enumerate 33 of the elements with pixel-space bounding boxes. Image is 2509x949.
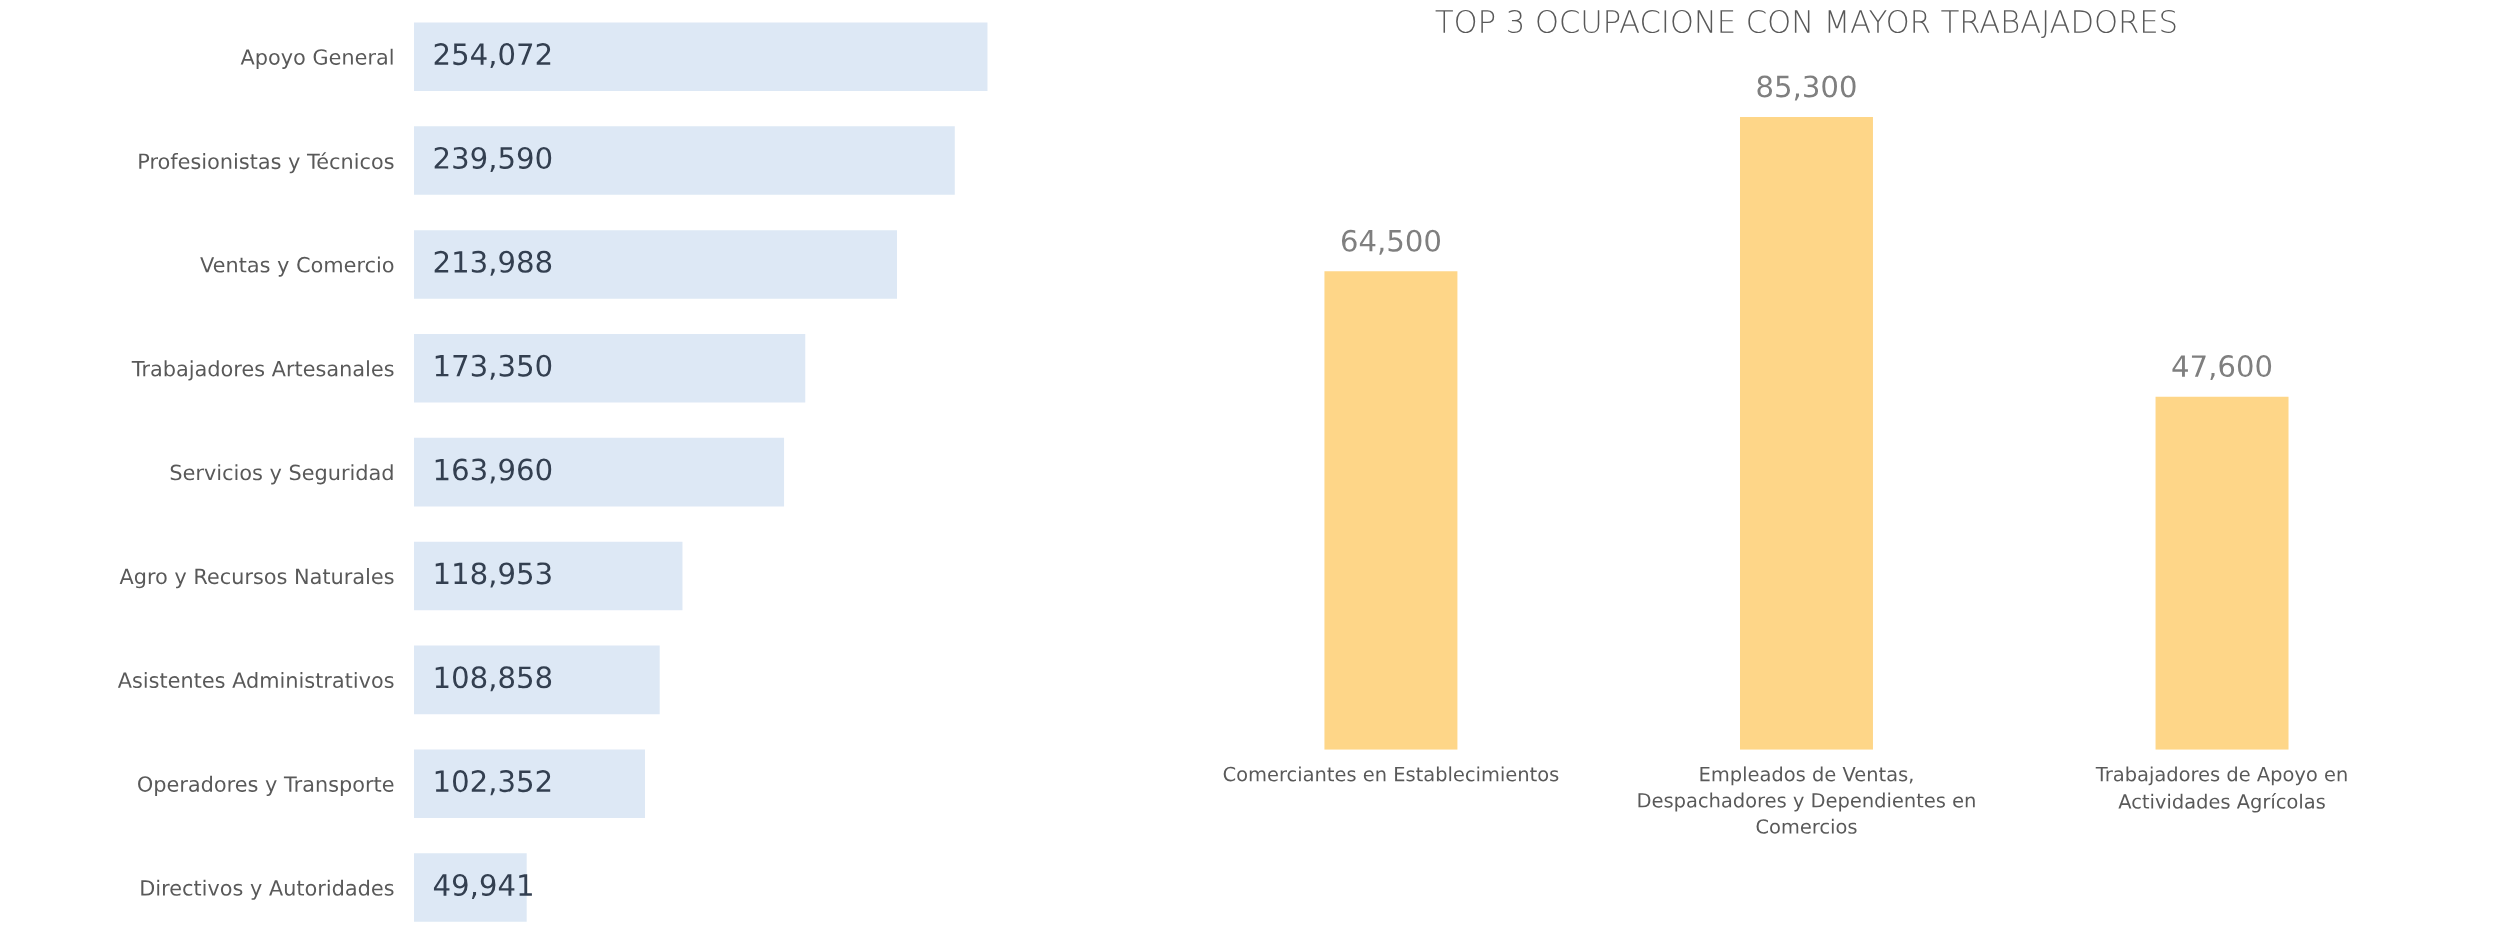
y-tick-label: Agro y Recursos Naturales: [119, 568, 394, 589]
x-tick-label: Comerciantes en Establecimientos: [1223, 766, 1559, 782]
data-label: 85,300: [1757, 75, 1856, 101]
data-label: 213,988: [434, 250, 552, 276]
data-label: 64,500: [1341, 229, 1441, 255]
data-label: 239,590: [434, 146, 552, 172]
data-label: 254,072: [434, 43, 551, 69]
y-tick-label: Directivos y Autoridades: [141, 879, 394, 900]
y-tick-label: Asistentes Administrativos: [117, 671, 394, 689]
data-label: 118,953: [435, 562, 551, 588]
bar: [413, 437, 785, 507]
y-tick-label: Profesionistas y Técnicos: [139, 152, 394, 174]
bar: [413, 230, 897, 299]
data-label: 173,350: [435, 354, 552, 380]
bar: [413, 749, 646, 818]
bar: [413, 126, 955, 195]
y-tick-label: Servicios y Seguridad: [170, 464, 393, 485]
data-label: 47,600: [2172, 355, 2272, 381]
x-tick-label: Trabajadores de Apoyo en Actividades Agrícolas: [2095, 766, 2347, 813]
bar: [413, 22, 988, 91]
y-tick-label: Trabajadores Artesanales: [131, 360, 394, 381]
y-tick-label: Operadores y Transporte: [138, 775, 394, 796]
bar: [413, 645, 660, 715]
y-tick-label: Apoyo General: [240, 48, 393, 69]
chart-title: TOP 3 OCUPACIONE CON MAYOR TRABAJADORES: [1435, 9, 2176, 39]
data-label: 163,960: [435, 458, 552, 484]
data-label: 108,858: [435, 666, 552, 692]
bar: [413, 333, 806, 403]
x-tick-label: Empleados de Ventas, Despachadores y Dependientes en Comercios: [1638, 766, 1975, 834]
data-label: 49,941: [433, 873, 532, 900]
bar: [413, 541, 683, 611]
data-label: 102,352: [435, 770, 551, 796]
y-tick-label: Ventas y Comercio: [200, 256, 394, 277]
